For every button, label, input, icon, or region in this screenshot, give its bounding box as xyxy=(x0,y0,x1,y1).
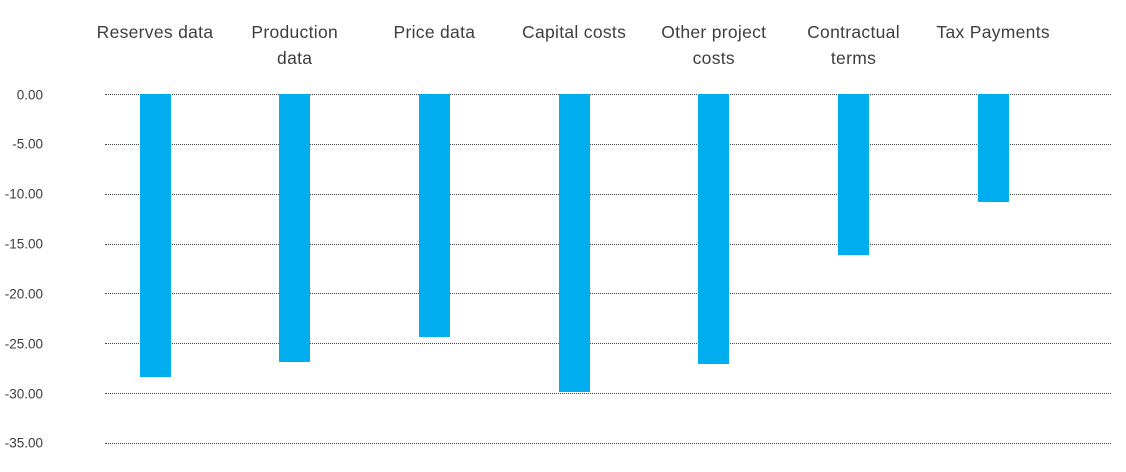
category-label: Reserves data xyxy=(96,22,214,42)
y-axis-tick-label: -35.00 xyxy=(4,435,43,451)
category-label: Other project costs xyxy=(661,22,767,68)
grid-line xyxy=(105,293,1111,295)
y-axis-tick-label: -15.00 xyxy=(4,236,43,252)
grid-line xyxy=(105,193,1111,195)
bar xyxy=(977,94,1009,202)
grid-line xyxy=(105,143,1111,145)
bar xyxy=(418,94,450,337)
y-axis-tick-label: 0.00 xyxy=(16,86,43,102)
category-label: Contractual terms xyxy=(807,22,900,68)
grid-line xyxy=(105,393,1111,395)
grid-line xyxy=(105,243,1111,245)
y-axis-tick-label: -20.00 xyxy=(4,286,43,302)
bar xyxy=(279,94,311,362)
grid-line xyxy=(105,94,1111,95)
category-label: Production data xyxy=(251,22,339,68)
y-axis-tick-label: -25.00 xyxy=(4,336,43,351)
y-axis-tick-label: -5.00 xyxy=(12,136,43,152)
category-label: Price data xyxy=(393,22,476,42)
y-axis-tick-label: -10.00 xyxy=(4,186,43,202)
bar xyxy=(698,94,730,364)
grid-line xyxy=(105,343,1111,345)
y-axis-tick-label: -30.00 xyxy=(4,385,43,401)
bar xyxy=(558,94,590,392)
bar xyxy=(838,94,869,255)
grid-line xyxy=(105,442,1111,444)
category-label: Capital costs xyxy=(522,22,627,42)
bar xyxy=(139,94,171,377)
category-label: Tax Payments xyxy=(936,22,1050,42)
